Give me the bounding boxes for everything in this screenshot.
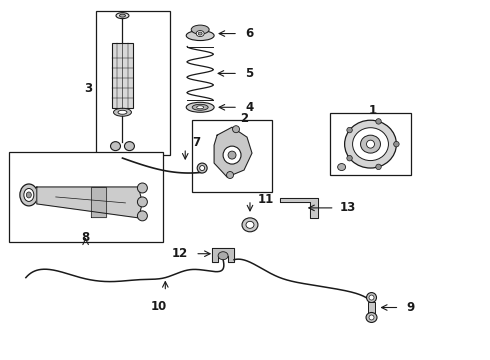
Ellipse shape	[353, 128, 389, 161]
Text: 6: 6	[245, 27, 253, 40]
Polygon shape	[212, 248, 234, 262]
Ellipse shape	[393, 141, 399, 147]
Text: 11: 11	[258, 193, 274, 206]
Ellipse shape	[191, 25, 209, 34]
Ellipse shape	[137, 197, 147, 207]
Ellipse shape	[118, 110, 127, 114]
Ellipse shape	[242, 218, 258, 232]
Ellipse shape	[114, 108, 131, 116]
Ellipse shape	[196, 31, 204, 37]
Text: 5: 5	[245, 67, 253, 80]
Ellipse shape	[226, 171, 234, 179]
Ellipse shape	[218, 252, 228, 260]
Ellipse shape	[338, 163, 345, 171]
Ellipse shape	[246, 221, 254, 228]
Ellipse shape	[137, 211, 147, 221]
Polygon shape	[91, 187, 105, 217]
Ellipse shape	[186, 102, 214, 112]
Ellipse shape	[367, 140, 374, 148]
Ellipse shape	[26, 192, 31, 198]
Text: 2: 2	[240, 112, 248, 125]
Ellipse shape	[24, 189, 34, 201]
Polygon shape	[280, 198, 318, 218]
Ellipse shape	[196, 106, 204, 109]
Text: 1: 1	[368, 104, 377, 117]
Ellipse shape	[376, 164, 381, 170]
Ellipse shape	[233, 126, 240, 133]
Ellipse shape	[369, 315, 374, 320]
Bar	[96, 11, 171, 155]
Bar	[368, 302, 375, 314]
Text: 10: 10	[150, 300, 167, 312]
Polygon shape	[37, 187, 143, 218]
Ellipse shape	[198, 32, 202, 35]
Ellipse shape	[361, 135, 380, 153]
Ellipse shape	[186, 31, 214, 41]
Ellipse shape	[120, 14, 125, 17]
Text: 12: 12	[172, 247, 188, 260]
Bar	[9, 152, 163, 242]
Ellipse shape	[137, 183, 147, 193]
Ellipse shape	[367, 293, 376, 302]
Ellipse shape	[347, 127, 352, 133]
Text: 9: 9	[406, 301, 415, 314]
Bar	[330, 113, 412, 175]
Ellipse shape	[116, 13, 129, 19]
Ellipse shape	[228, 151, 236, 159]
Ellipse shape	[124, 141, 134, 150]
Ellipse shape	[223, 146, 241, 164]
Text: 3: 3	[85, 82, 93, 95]
Ellipse shape	[111, 141, 121, 150]
Text: 8: 8	[81, 231, 90, 244]
Ellipse shape	[344, 120, 396, 168]
Ellipse shape	[197, 163, 207, 173]
Ellipse shape	[347, 156, 352, 161]
Bar	[112, 42, 133, 108]
Text: 4: 4	[245, 101, 253, 114]
Ellipse shape	[20, 184, 38, 206]
Bar	[192, 120, 272, 192]
Ellipse shape	[366, 312, 377, 323]
Polygon shape	[214, 127, 252, 177]
Ellipse shape	[369, 295, 374, 300]
Ellipse shape	[200, 166, 205, 171]
Text: 7: 7	[192, 136, 200, 149]
Ellipse shape	[192, 104, 208, 110]
Text: 13: 13	[340, 201, 356, 215]
Ellipse shape	[376, 119, 381, 124]
